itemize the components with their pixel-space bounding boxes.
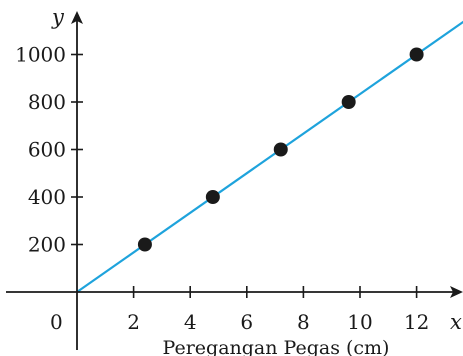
x-tick-label-4: 4 (184, 310, 197, 334)
x-tick-label-12: 12 (404, 310, 429, 334)
data-point-2 (205, 190, 220, 204)
x-tick-label-2: 2 (127, 310, 140, 334)
x-tick-label-8: 8 (297, 310, 310, 334)
x-axis-arrow (450, 286, 463, 298)
y-tick-label-600: 600 (28, 138, 66, 162)
y-tick-label-800: 800 (28, 90, 66, 114)
x-ticks: 2 4 6 8 10 12 (127, 286, 429, 334)
origin-label: 0 (50, 310, 63, 334)
data-point-3 (273, 142, 288, 157)
x-axis-label: x (450, 310, 462, 334)
data-point-5 (409, 47, 424, 62)
trend-line (76, 20, 463, 293)
y-tick-label-1000: 1000 (15, 43, 66, 67)
y-tick-label-200: 200 (28, 233, 66, 257)
y-axis-arrow (71, 11, 83, 24)
x-tick-label-6: 6 (240, 310, 253, 334)
data-points (137, 47, 424, 252)
y-ticks: 200 400 600 800 1000 (15, 43, 83, 257)
x-axis-caption: Peregangan Pegas (cm) (163, 337, 390, 356)
data-point-1 (137, 237, 152, 252)
x-tick-label-10: 10 (347, 310, 372, 334)
y-axis-label: y (51, 5, 65, 29)
data-point-4 (341, 95, 356, 109)
y-tick-label-400: 400 (28, 185, 66, 209)
